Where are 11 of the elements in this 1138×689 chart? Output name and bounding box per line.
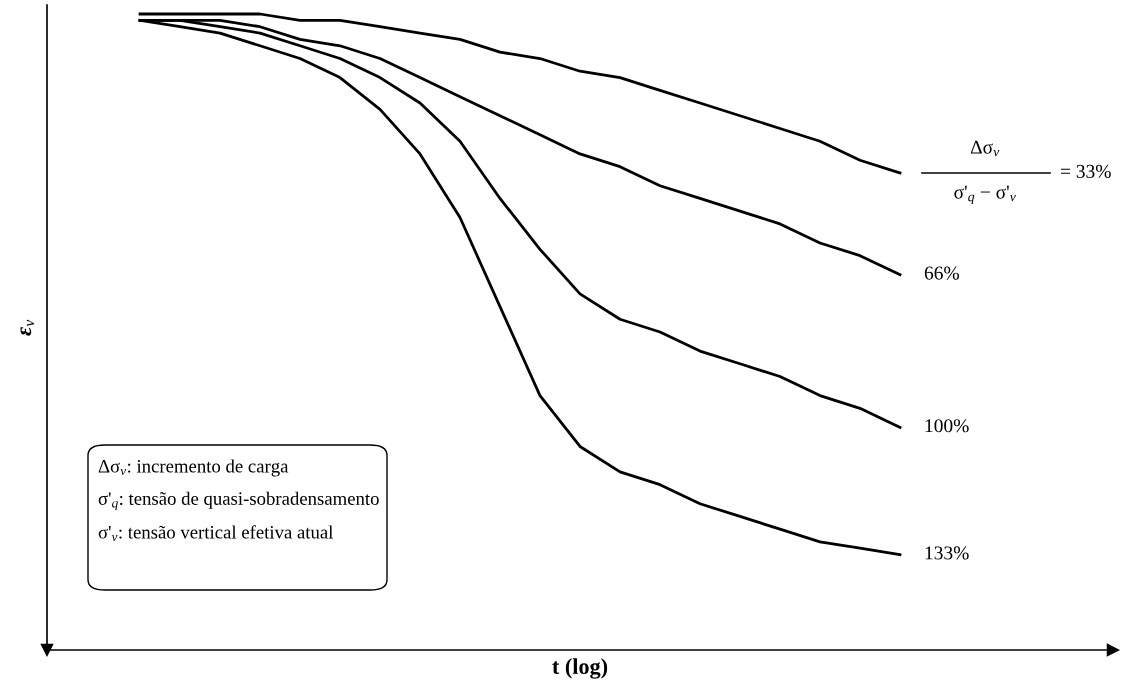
annotation: σ'$_{v}$: tensão vertical efetiva atual (98, 525, 334, 542)
series-label: 133% (925, 546, 969, 560)
x-axis-title: t (log) (552, 658, 608, 679)
text: σ'$_{q}$ − σ'$_{v}$ (954, 185, 1016, 205)
text: = 33% (1060, 164, 1111, 178)
series-label: 66% (924, 266, 959, 280)
y-axis-title: ε$_{v}$ (20, 319, 35, 336)
annotation: Δσ$_{v}$: incremento de carga (98, 459, 289, 477)
text: Δσ$_{v}$ (970, 140, 1000, 157)
series-label: 100% (925, 419, 969, 433)
annotation: σ'$_{q}$: tensão de quasi-sobradensamento (98, 491, 379, 511)
